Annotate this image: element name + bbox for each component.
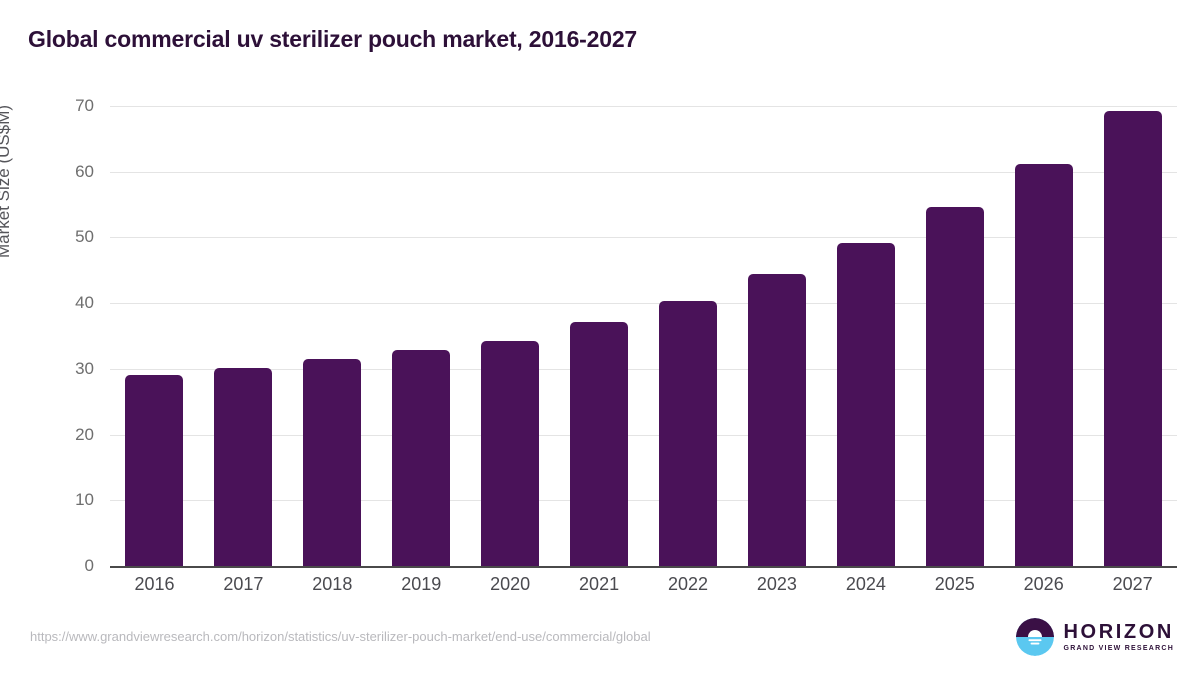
bar-2021[interactable] [570, 322, 629, 566]
y-tick-label-20: 20 [75, 424, 94, 444]
gridline-40 [110, 303, 1177, 305]
y-tick-label-10: 10 [75, 490, 94, 510]
bar-slot-2026 [999, 106, 1088, 566]
bar-slot-2023 [732, 106, 821, 566]
bar-slot-2027 [1088, 106, 1177, 566]
x-tick-label-2019: 2019 [401, 574, 442, 594]
gridline-70 [110, 106, 1177, 107]
gridline-20 [110, 434, 1177, 436]
y-tick-label-40: 40 [75, 293, 94, 313]
bar-slot-2020 [466, 106, 555, 566]
x-tick-label-2018: 2018 [312, 574, 353, 594]
logo-tagline: GRAND VIEW RESEARCH [1063, 645, 1174, 652]
bar-2022[interactable] [658, 301, 717, 566]
x-tick-label-2026: 2026 [1023, 574, 1064, 594]
y-tick-label-60: 60 [75, 161, 94, 181]
bar-2017[interactable] [214, 367, 273, 566]
plot-area: 0 10 20 30 40 50 60 70 [75, 96, 1177, 575]
bar-series [110, 106, 1177, 566]
bar-slot-2017 [199, 106, 288, 566]
y-tick-label-50: 50 [75, 227, 94, 247]
horizon-sun-icon [1015, 618, 1054, 656]
gridline-30 [110, 368, 1177, 370]
gridline-60 [110, 171, 1177, 173]
x-tick-label-2027: 2027 [1112, 574, 1153, 594]
bar-2020[interactable] [481, 341, 540, 566]
bar-slot-2022 [644, 106, 733, 566]
bar-slot-2018 [288, 106, 377, 566]
y-tick-label-0: 0 [84, 556, 94, 575]
x-tick-label-2021: 2021 [579, 574, 620, 594]
logo-name: HORIZON [1063, 621, 1174, 643]
y-tick-label-30: 30 [75, 358, 94, 378]
x-tick-label-2024: 2024 [845, 574, 886, 594]
x-tick-label-2022: 2022 [667, 574, 709, 594]
bar-2016[interactable] [125, 375, 184, 566]
bar-2023[interactable] [747, 273, 806, 566]
x-tick-label-2020: 2020 [490, 574, 531, 594]
y-axis-label: Market Size (US$M) [0, 104, 13, 258]
gridline-50 [110, 237, 1177, 239]
source-url[interactable]: https://www.grandviewresearch.com/horizo… [30, 629, 651, 644]
bar-slot-2025 [910, 106, 999, 566]
page-title: Global commercial uv sterilizer pouch ma… [28, 26, 638, 52]
gridline-0 [110, 566, 1177, 568]
logo-text: HORIZON GRAND VIEW RESEARCH [1064, 622, 1174, 652]
y-tick-label-70: 70 [75, 96, 94, 115]
x-tick-label-2025: 2025 [934, 574, 975, 594]
bar-slot-2024 [821, 106, 910, 566]
bar-2027[interactable] [1103, 111, 1162, 566]
gridline-10 [110, 500, 1177, 502]
bar-slot-2016 [110, 106, 199, 566]
x-tick-label-2017: 2017 [223, 574, 264, 594]
bar-slot-2021 [555, 106, 644, 566]
x-axis-tick-labels: 2016 2017 2018 2019 2020 2021 2022 2023 2024 2025… [110, 574, 1177, 595]
bar-2019[interactable] [392, 349, 451, 566]
x-tick-label-2023: 2023 [756, 574, 797, 594]
bar-2025[interactable] [925, 207, 984, 566]
bar-2026[interactable] [1014, 163, 1073, 566]
bar-slot-2019 [377, 106, 466, 566]
bar-2018[interactable] [303, 359, 362, 566]
x-tick-label-2016: 2016 [134, 574, 175, 594]
brand-logo: HORIZON GRAND VIEW RESEARCH [1015, 618, 1174, 656]
bar-2024[interactable] [836, 242, 895, 566]
